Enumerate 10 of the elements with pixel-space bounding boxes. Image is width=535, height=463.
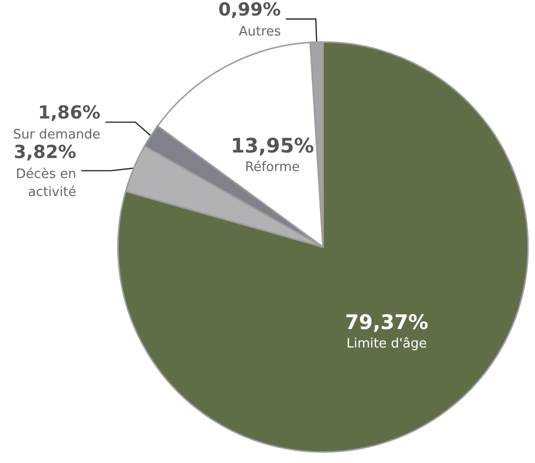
slice-label: Autres: [238, 24, 282, 40]
slice-label: Réforme: [244, 160, 300, 175]
slice-label: Limite d'âge: [346, 336, 427, 352]
data-label: 13,95%: [230, 133, 314, 158]
data-label: 0,99%: [218, 0, 281, 20]
data-label: 3,82%: [14, 142, 76, 164]
data-label: 79,37%: [345, 310, 428, 334]
slice-label: Sur demande: [13, 128, 100, 143]
data-label: 1,86%: [38, 102, 100, 124]
slice-label: Décès en activité: [16, 167, 76, 200]
